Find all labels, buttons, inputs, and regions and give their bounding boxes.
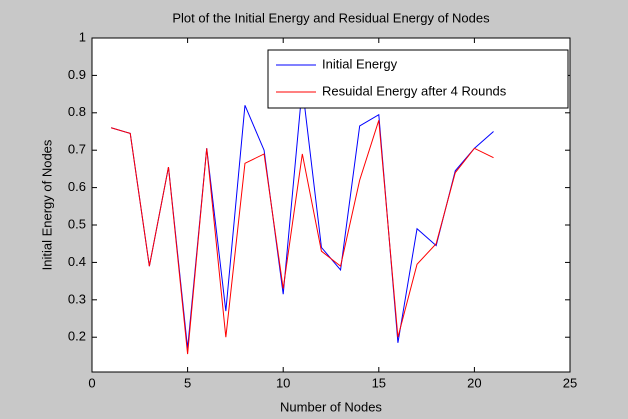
legend-label: Initial Energy (322, 56, 398, 71)
x-tick-label: 5 (184, 375, 191, 390)
x-tick-label: 10 (276, 375, 290, 390)
y-tick-label: 0.8 (68, 104, 86, 119)
y-tick-label: 0.2 (68, 329, 86, 344)
y-axis-label: Initial Energy of Nodes (39, 139, 54, 270)
series-line (110, 120, 494, 355)
y-tick-label: 0.4 (68, 254, 86, 269)
x-tick-label: 20 (467, 375, 481, 390)
x-axis-label: Number of Nodes (280, 399, 382, 414)
y-tick-label: 1 (79, 29, 86, 44)
legend-box (267, 49, 569, 109)
x-tick-label: 15 (372, 375, 386, 390)
y-tick-label: 0.5 (68, 216, 86, 231)
y-tick-label: 0.3 (68, 291, 86, 306)
x-tick-label: 0 (88, 375, 95, 390)
legend-label: Resuidal Energy after 4 Rounds (322, 83, 507, 98)
y-tick-label: 0.9 (68, 67, 86, 82)
chart-title: Plot of the Initial Energy and Residual … (172, 10, 490, 25)
x-tick-label: 25 (563, 375, 577, 390)
y-tick-label: 0.6 (68, 179, 86, 194)
y-tick-label: 0.7 (68, 142, 86, 157)
